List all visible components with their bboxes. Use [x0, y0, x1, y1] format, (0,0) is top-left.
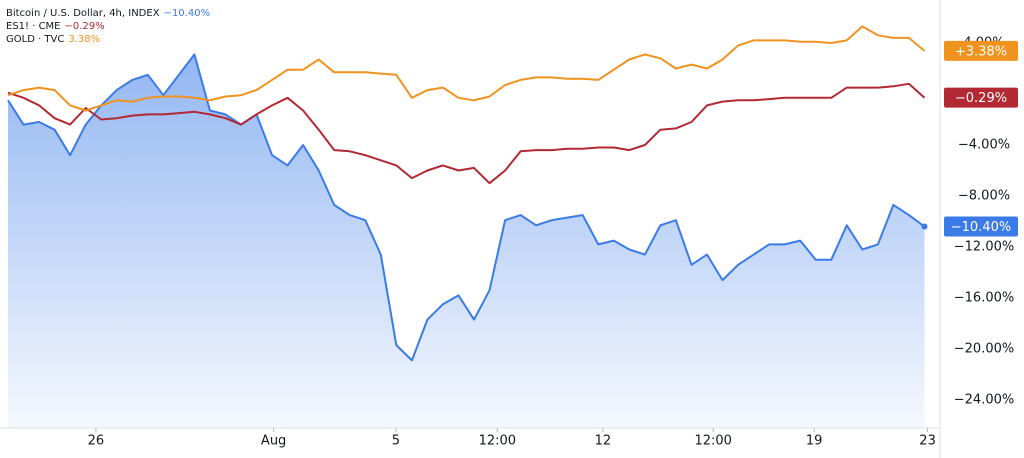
y-tick-label: −12.00%	[954, 239, 1014, 254]
price-badge-label: −10.40%	[951, 220, 1011, 235]
price-badge-label: −0.29%	[955, 91, 1007, 106]
x-tick-label: 19	[806, 434, 823, 449]
legend-entry: GOLD · TVC 3.38%	[6, 34, 100, 45]
axes: 4.00%−4.00%−8.00%−12.00%−16.00%−20.00%−2…	[88, 35, 1015, 448]
legend-value: −0.29%	[65, 21, 105, 32]
plot-area	[7, 25, 928, 429]
price-badge	[944, 87, 1018, 108]
x-tick-label: 12	[595, 434, 612, 449]
y-tick-label: −20.00%	[954, 341, 1014, 356]
legend-entry: ES1! · CME −0.29%	[6, 21, 105, 32]
series-line	[7, 82, 926, 185]
x-tick-label: 5	[392, 434, 400, 449]
x-tick-label: Aug	[261, 434, 286, 449]
series-line	[7, 25, 926, 112]
legend-value: −10.40%	[164, 8, 211, 19]
legend-name: ES1! · CME	[6, 21, 61, 32]
legend-value: 3.38%	[68, 34, 100, 45]
price-badge	[944, 216, 1018, 237]
price-badge	[944, 40, 1018, 61]
x-tick-label: 23	[919, 434, 936, 449]
price-badge-label: +3.38%	[955, 44, 1007, 59]
x-tick-label: 12:00	[694, 434, 731, 449]
y-tick-label: −4.00%	[958, 137, 1010, 152]
last-point	[921, 223, 928, 230]
series-line	[7, 53, 926, 362]
x-tick-label: 26	[88, 434, 105, 449]
legend-name: Bitcoin / U.S. Dollar, 4h, INDEX	[6, 8, 160, 19]
x-tick-label: 12:00	[479, 434, 516, 449]
series-area	[8, 54, 925, 429]
legend-name: GOLD · TVC	[6, 34, 64, 45]
y-tick-label: −8.00%	[958, 188, 1010, 203]
y-tick-label: −24.00%	[954, 392, 1014, 407]
y-tick-label: −16.00%	[954, 290, 1014, 305]
legend-entry: Bitcoin / U.S. Dollar, 4h, INDEX −10.40%	[6, 8, 210, 19]
price-badges: −10.40% −0.29% +3.38%	[944, 40, 1018, 237]
legend: Bitcoin / U.S. Dollar, 4h, INDEX −10.40% E…	[6, 8, 210, 45]
